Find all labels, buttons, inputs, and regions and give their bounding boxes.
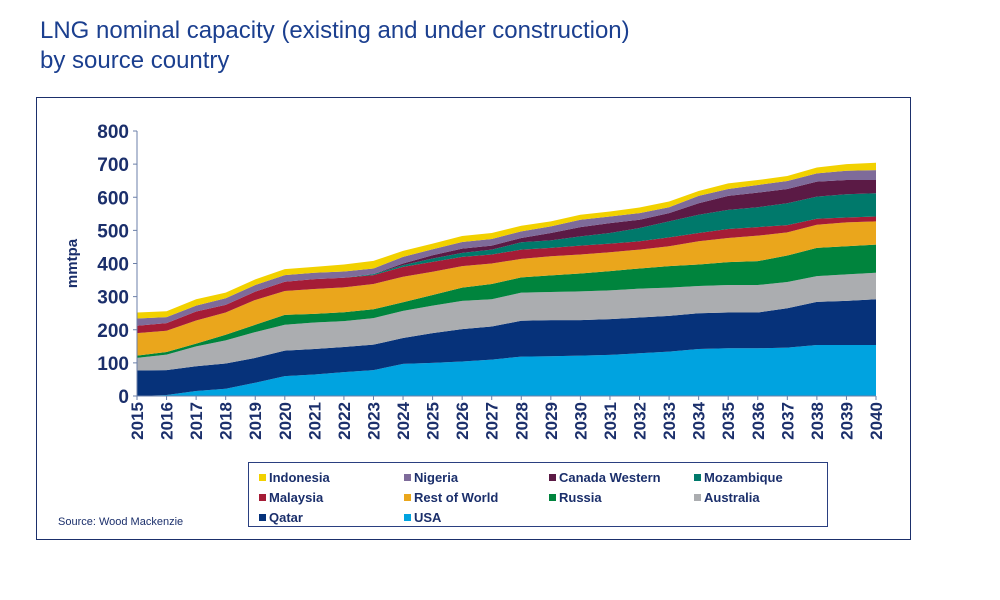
y-tick-label: 600 [97, 188, 129, 209]
x-tick-label: 2015 [128, 402, 147, 440]
y-tick-label: 0 [118, 387, 129, 408]
x-tick-label: 2018 [217, 402, 236, 440]
legend-item: Indonesia [259, 467, 404, 487]
legend-item: Nigeria [404, 467, 549, 487]
legend: Indonesia Nigeria Canada Western Mozambique… [248, 462, 828, 527]
area-malaysia [137, 216, 876, 334]
legend-item: USA [404, 507, 549, 527]
y-tick-label: 700 [97, 155, 129, 176]
area-rest-of-world [137, 221, 876, 356]
area-russia [137, 244, 876, 358]
legend-swatch [404, 493, 411, 501]
x-tick-label: 2021 [305, 402, 324, 440]
legend-item: Canada Western [549, 467, 694, 487]
x-tick-label: 2038 [808, 402, 827, 440]
legend-item: Mozambique [694, 467, 839, 487]
x-tick-label: 2035 [719, 402, 738, 440]
title-line-2: by source country [40, 47, 230, 74]
x-tick-label: 2017 [187, 402, 206, 440]
x-tick-label: 2030 [571, 402, 590, 440]
x-tick-label: 2032 [631, 402, 650, 440]
y-tick-label: 300 [97, 288, 129, 309]
legend-swatch [404, 513, 411, 521]
x-tick-label: 2019 [246, 402, 265, 440]
y-tick-label: 500 [97, 221, 129, 242]
x-tick-label: 2039 [837, 402, 856, 440]
legend-swatch [259, 493, 266, 501]
legend-swatch [694, 493, 701, 501]
x-tick-label: 2022 [335, 402, 354, 440]
x-tick-label: 2037 [778, 402, 797, 440]
x-tick-label: 2028 [512, 402, 531, 440]
x-tick-label: 2023 [364, 402, 383, 440]
area-canada-western [137, 180, 876, 326]
x-tick-label: 2031 [601, 402, 620, 440]
legend-label: USA [414, 509, 442, 525]
y-tick-label: 800 [97, 122, 129, 143]
y-axis-label: mmtpa [64, 238, 81, 288]
y-tick-label: 400 [97, 255, 129, 276]
legend-item: Qatar [259, 507, 404, 527]
legend-item: Rest of World [404, 487, 549, 507]
x-tick-label: 2034 [690, 401, 709, 439]
legend-label: Russia [559, 489, 602, 505]
x-tick-label: 2027 [483, 402, 502, 440]
x-tick-label: 2020 [276, 402, 295, 440]
x-tick-label: 2033 [660, 402, 679, 440]
legend-item: Russia [549, 487, 694, 507]
x-tick-label: 2040 [867, 402, 886, 440]
x-tick-label: 2016 [158, 402, 177, 440]
legend-swatch [549, 493, 556, 501]
y-tick-label: 200 [97, 321, 129, 342]
legend-swatch [694, 473, 701, 481]
legend-swatch [549, 473, 556, 481]
legend-label: Nigeria [414, 469, 459, 485]
area-mozambique [137, 193, 876, 326]
area-usa [137, 344, 876, 396]
title-line-1: LNG nominal capacity (existing and under… [40, 17, 630, 44]
legend-label: Canada Western [559, 469, 661, 485]
legend-label: Rest of World [414, 489, 499, 505]
source-note: Source: Wood Mackenzie [58, 516, 184, 528]
legend-item: Australia [694, 487, 839, 507]
area-qatar [137, 299, 876, 396]
legend-swatch [404, 473, 411, 481]
x-tick-label: 2036 [749, 402, 768, 440]
legend-label: Mozambique [704, 469, 783, 485]
chart-frame [36, 97, 911, 540]
area-australia [137, 272, 876, 371]
x-tick-label: 2029 [542, 402, 561, 440]
legend-label: Australia [704, 489, 760, 505]
legend-label: Malaysia [269, 489, 324, 505]
y-tick-label: 100 [97, 354, 129, 375]
x-tick-label: 2026 [453, 402, 472, 440]
chart-title: LNG nominal capacity (existing and under… [40, 16, 630, 76]
legend-label: Indonesia [269, 469, 330, 485]
legend-swatch [259, 513, 266, 521]
legend-label: Qatar [269, 509, 303, 525]
legend-item: Malaysia [259, 487, 404, 507]
x-tick-label: 2024 [394, 401, 413, 439]
x-tick-label: 2025 [424, 402, 443, 440]
legend-swatch [259, 473, 266, 481]
